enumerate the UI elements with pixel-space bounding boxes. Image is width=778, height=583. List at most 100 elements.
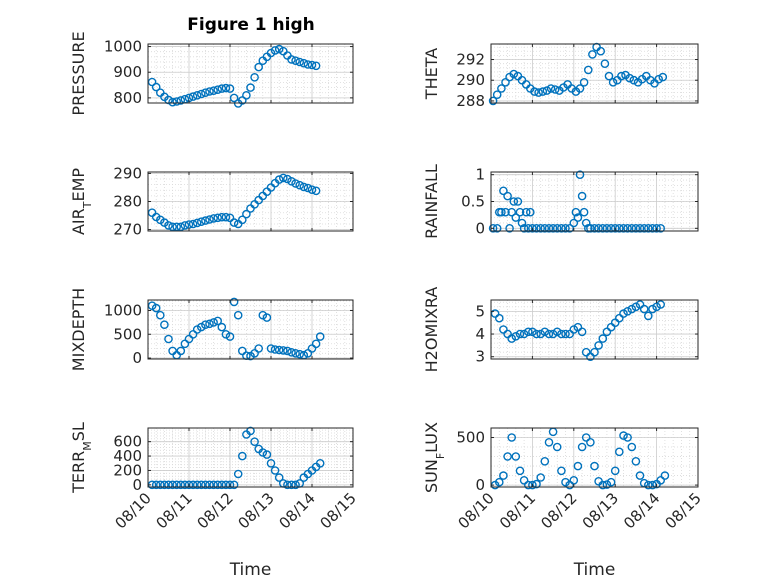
pressure-data-point [217,84,227,93]
rainfall-data-point [577,191,587,201]
airtemp-data-point [278,173,288,183]
mixdepth-axes: 0 500 1000 MIXDEPTH [69,288,354,371]
theta-data-point [534,88,543,97]
pressure-data-point [188,92,198,101]
theta-minor-grid [491,44,698,103]
sunflux-data-point [552,442,562,452]
terrmsl-data-point [160,480,169,490]
terrmsl-ylabel-part: SL [69,422,88,441]
pressure-data-point [287,55,296,64]
airtemp-data-point [237,215,247,225]
theta-tick-marks [490,44,699,103]
sunflux-data-point [602,480,612,489]
sunflux-data-point [503,452,512,461]
sunflux-data-point [619,431,628,440]
terrmsl-data-point [233,469,243,479]
pressure-data-point [307,60,317,70]
h2omixra-data-point [544,329,554,339]
theta-data-point [584,65,593,75]
rainfall-tick-marks [490,172,699,231]
h2omixra-data-point [540,327,550,337]
rainfall-data-point [561,223,570,233]
pressure-data-point [192,91,202,100]
pressure-data-point [221,83,231,93]
sunflux-xlabel: Time [573,560,616,580]
rainfall-data-point [548,223,558,233]
terrmsl-data-point [168,480,177,490]
airtemp-data-point [287,176,296,186]
rainfall-ytick-label: 1 [475,166,485,184]
pressure-data-point [311,61,321,71]
h2omixra-tick-marks [490,300,699,359]
airtemp-data-point [295,180,305,190]
rainfall-data-point [602,223,612,233]
pressure-ytick-label: 900 [113,63,142,81]
terrmsl-ylabel-part: TERR [69,451,88,494]
airtemp-ytick-label: 270 [113,221,142,239]
airtemp-data-point [213,213,222,223]
terrmsl-data-point [246,426,255,436]
sunflux-data-point [569,475,579,485]
mixdepth-axes-box [147,299,354,360]
mixdepth-data-point [160,320,169,330]
rainfall-data-point [623,223,632,233]
rainfall-data-point [571,207,581,217]
terrmsl-ylabel-part: M [81,441,94,451]
rainfall-data-point [515,207,525,217]
rainfall-data-point [507,207,517,217]
airtemp-axes: 270 280 290 AIRTEMP [69,164,354,239]
mixdepth-data-point [151,303,161,313]
terrmsl-data-point [196,480,206,490]
rainfall-data-point [557,223,566,233]
h2omixra-data-point [557,329,566,339]
theta-ytick-label: 288 [456,92,485,110]
airtemp-data-point [172,222,181,232]
mixdepth-ytick-label: 1000 [104,301,142,319]
pressure-data-point [209,86,218,95]
rainfall-data-point [639,223,649,233]
rainfall-data-point [627,223,637,233]
airtemp-ylabel: AIRTEMP [69,168,94,235]
theta-axes-box [490,43,699,104]
pressure-data-point [151,82,161,92]
terrmsl-data-point [283,480,292,490]
airtemp-data-point [242,209,251,219]
terrmsl-data-point [274,473,284,482]
pressure-data-point [196,89,206,99]
terrmsl-data-point [172,480,181,490]
sunflux-data-point [606,477,616,487]
sunflux-axes-box [490,427,699,488]
rainfall-data-point [488,223,498,233]
terrmsl-ytick-label: 600 [113,433,142,451]
pressure-ylabel-part: PRESSURE [69,31,88,115]
theta-data-point [542,86,552,95]
sunflux-data-point [598,480,608,490]
pressure-data-point [299,58,309,68]
h2omixra-data-point [524,327,533,337]
terrmsl-data-point [155,480,165,490]
h2omixra-data-point [577,327,587,337]
pressure-ylabel: PRESSURE [69,31,88,115]
mixdepth-data-point [209,318,218,327]
sunflux-data-point [557,466,566,476]
theta-data-point [596,46,606,56]
rainfall-data-point [552,223,562,233]
airtemp-data-point [201,216,210,225]
rainfall-data-point [573,213,583,222]
pressure-data-point [201,88,210,97]
terrmsl-data-point [184,480,194,490]
terrmsl-data-point [151,480,161,490]
airtemp-data-point [176,222,186,232]
h2omixra-ylabel: H2OMIXRA [422,287,441,373]
terrmsl-ytick-label: 0 [132,476,142,494]
h2omixra-data-point [494,313,504,323]
theta-data-point [654,74,664,84]
sunflux-ytick-label: 500 [456,429,485,447]
mixdepth-data-point [287,347,296,357]
airtemp-data-point [299,182,309,192]
h2omixra-data-point [528,327,537,337]
rainfall-axes: 0 0.5 1 RAINFALL [422,164,699,239]
theta-data-point [530,87,539,96]
pressure-data-point [205,87,214,96]
h2omixra-data-point [602,327,612,337]
